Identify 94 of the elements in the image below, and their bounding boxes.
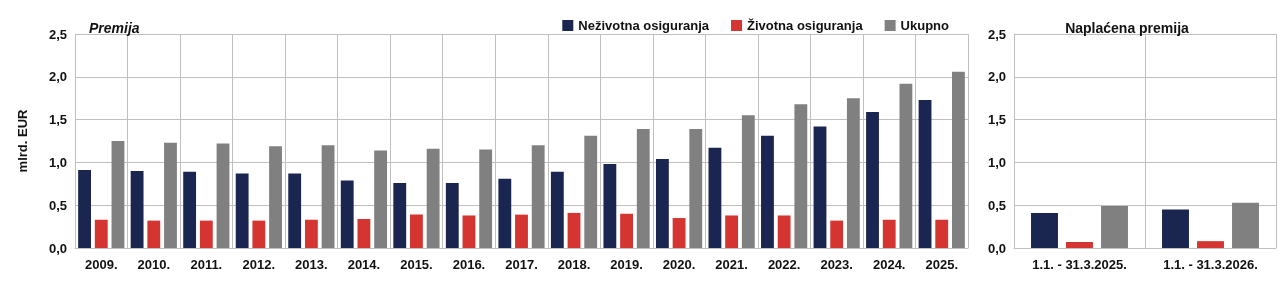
bar (515, 214, 528, 248)
y-tick-label: 0,5 (987, 197, 1006, 213)
bar (393, 182, 407, 248)
bar (1232, 202, 1259, 248)
x-tick-label: 2012. (242, 257, 276, 272)
x-tick-label: 2025. (925, 257, 959, 272)
bar (567, 212, 581, 248)
bar (130, 170, 144, 248)
y-tick-label: 0,0 (987, 240, 1006, 256)
bar (1197, 241, 1224, 248)
bar (777, 215, 791, 248)
y-tick-label: 0,5 (48, 197, 67, 213)
x-tick-label: 1.1. - 31.3.2026. (1163, 257, 1258, 272)
x-tick-label: 2015. (400, 257, 433, 272)
bar (550, 171, 564, 248)
x-tick-label: 2011. (190, 257, 223, 272)
y-axis-title: mlrd. EUR (15, 108, 30, 173)
bar (655, 158, 669, 248)
bar (410, 214, 423, 248)
bar (288, 173, 302, 248)
bar (813, 126, 827, 248)
bar (340, 180, 354, 248)
bar (794, 104, 808, 248)
bar (636, 129, 650, 248)
legend-label: Ukupno (900, 18, 950, 33)
bar (216, 143, 230, 248)
bar (426, 148, 440, 248)
bar (147, 220, 161, 248)
x-tick-label: 2010. (137, 257, 171, 272)
x-tick-label: 2021. (715, 257, 748, 272)
y-tick-label: 2,0 (48, 69, 67, 85)
legend-label: Životna osiguranja (747, 18, 864, 33)
bar (882, 219, 896, 248)
bar (1162, 209, 1189, 248)
y-tick-label: 1,0 (48, 154, 67, 170)
x-tick-label: 2024. (872, 257, 906, 272)
bar (866, 111, 879, 248)
bar (952, 71, 965, 248)
y-tick-label: 2,0 (987, 69, 1006, 85)
bar (1066, 242, 1093, 248)
x-tick-label: 2023. (820, 257, 853, 272)
bar (235, 173, 249, 248)
x-tick-label: 2016. (452, 257, 486, 272)
x-tick-label: 2014. (347, 257, 381, 272)
bar (761, 135, 774, 248)
bar (374, 150, 388, 248)
bar (1101, 206, 1128, 248)
bar (94, 219, 108, 248)
bar (321, 145, 335, 248)
bar (164, 142, 177, 248)
chart-title: Naplaćena premija (1065, 20, 1190, 36)
bar (830, 220, 844, 248)
bar (899, 83, 913, 248)
bar (357, 218, 371, 248)
bar (445, 182, 459, 248)
bar (111, 141, 125, 248)
bar (846, 98, 860, 248)
bar (183, 171, 197, 248)
bar (935, 219, 949, 248)
bar (672, 218, 686, 248)
y-tick-label: 2,5 (48, 26, 67, 42)
bar (620, 213, 633, 248)
bar (304, 219, 318, 248)
y-tick-label: 1,5 (48, 112, 67, 128)
bar (199, 220, 213, 248)
chart-title: Premija (89, 20, 140, 36)
y-tick-label: 1,0 (987, 154, 1006, 170)
bar (531, 145, 545, 248)
bar (1031, 212, 1058, 248)
x-tick-label: 2018. (557, 257, 591, 272)
x-tick-label: 1.1. - 31.3.2025. (1032, 257, 1127, 272)
x-tick-label: 2020. (662, 257, 696, 272)
bar (78, 170, 91, 248)
bar (725, 215, 739, 248)
bar (498, 178, 512, 248)
bar (252, 220, 266, 248)
x-tick-label: 2009. (84, 257, 118, 272)
bar (462, 215, 476, 248)
x-tick-label: 2017. (505, 257, 538, 272)
bar (708, 147, 722, 248)
bar (741, 115, 755, 248)
bar (603, 164, 617, 248)
bar (269, 146, 282, 248)
y-tick-label: 1,5 (987, 112, 1006, 128)
bar (584, 135, 598, 248)
legend-label: Neživotna osiguranja (578, 18, 710, 33)
x-tick-label: 2022. (767, 257, 801, 272)
bar (479, 149, 493, 248)
x-tick-label: 2013. (295, 257, 328, 272)
y-tick-label: 0,0 (48, 240, 67, 256)
x-tick-label: 2019. (610, 257, 643, 272)
y-tick-label: 2,5 (987, 26, 1006, 42)
bar (689, 129, 703, 248)
bar (918, 99, 932, 248)
